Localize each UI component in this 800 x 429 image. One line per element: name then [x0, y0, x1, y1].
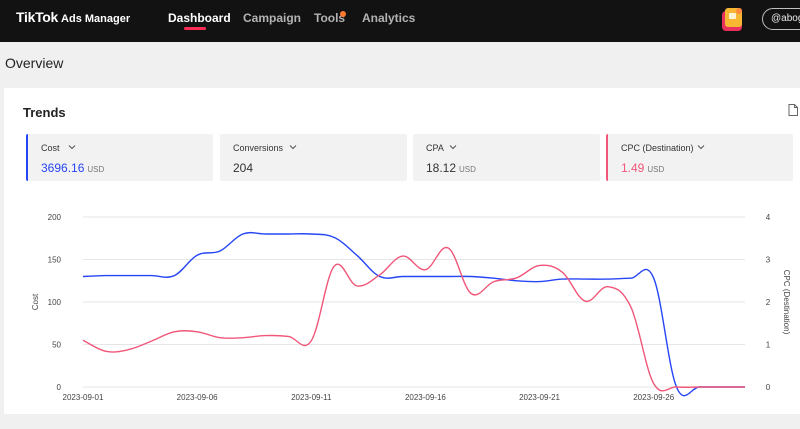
metric-card-cost[interactable]: Cost 3696.16 USD — [26, 134, 213, 181]
brand-name: TikTok — [16, 9, 59, 25]
y2-tick-label: 0 — [766, 383, 771, 392]
chevron-down-icon — [449, 145, 457, 150]
y-tick-label: 0 — [57, 383, 62, 392]
y-tick-label: 150 — [48, 256, 62, 265]
chevron-down-icon — [289, 145, 297, 150]
user-avatar-icon[interactable] — [720, 5, 746, 33]
top-navigation-bar: TikTok Ads Manager Dashboard Campaign Too… — [0, 0, 800, 42]
y-axis-title: Cost — [31, 293, 40, 310]
x-tick-label: 2023-09-01 — [63, 393, 104, 402]
nav-item-tools[interactable]: Tools — [314, 11, 346, 25]
export-icon[interactable] — [788, 104, 798, 116]
metric-label: Conversions — [233, 143, 284, 153]
tools-notification-dot — [340, 11, 346, 17]
metric-card-cpa[interactable]: CPA 18.12 USD — [413, 134, 600, 181]
y2-tick-label: 3 — [766, 256, 771, 265]
x-tick-label: 2023-09-26 — [633, 393, 674, 402]
metric-card-cpc-destination[interactable]: CPC (Destination) 1.49 USD — [606, 134, 793, 181]
y2-axis-title: CPC (Destination) — [782, 270, 791, 335]
chevron-down-icon — [697, 145, 705, 150]
trends-title: Trends — [23, 105, 66, 120]
metric-value: 18.12 USD — [426, 161, 476, 175]
metric-label: Cost — [41, 143, 60, 153]
nav-item-campaign[interactable]: Campaign — [243, 11, 302, 25]
metric-value: 3696.16 USD — [41, 161, 105, 175]
chevron-down-icon — [68, 145, 76, 150]
y2-tick-label: 2 — [766, 298, 771, 307]
x-tick-label: 2023-09-21 — [519, 393, 560, 402]
page-title: Overview — [5, 55, 64, 71]
metric-label: CPA — [426, 143, 444, 153]
y-tick-label: 100 — [48, 298, 62, 307]
account-selector[interactable]: @abog — [762, 8, 800, 30]
y2-tick-label: 1 — [766, 341, 771, 350]
brand-subtitle: Ads Manager — [61, 13, 131, 25]
metric-card-conversions[interactable]: Conversions 204 — [220, 134, 407, 181]
tiktok-ads-manager-logo[interactable]: TikTok Ads Manager — [16, 9, 130, 27]
x-tick-label: 2023-09-06 — [177, 393, 218, 402]
x-tick-label: 2023-09-16 — [405, 393, 446, 402]
nav-item-dashboard[interactable]: Dashboard — [168, 11, 231, 25]
y-tick-label: 200 — [48, 213, 62, 222]
metric-value: 1.49 USD — [621, 161, 665, 175]
nav-item-analytics[interactable]: Analytics — [362, 11, 416, 25]
metric-value: 204 — [233, 161, 254, 175]
active-nav-indicator — [184, 27, 206, 30]
metric-label: CPC (Destination) — [621, 143, 694, 153]
x-tick-label: 2023-09-11 — [291, 393, 332, 402]
y2-tick-label: 4 — [766, 213, 771, 222]
series-line-cost — [82, 231, 745, 397]
series-line-cpc-destination — [82, 246, 745, 392]
trends-card: Trends Cost 3696.16 USD Conversions 204 C… — [4, 88, 800, 414]
y-tick-label: 50 — [52, 341, 61, 350]
